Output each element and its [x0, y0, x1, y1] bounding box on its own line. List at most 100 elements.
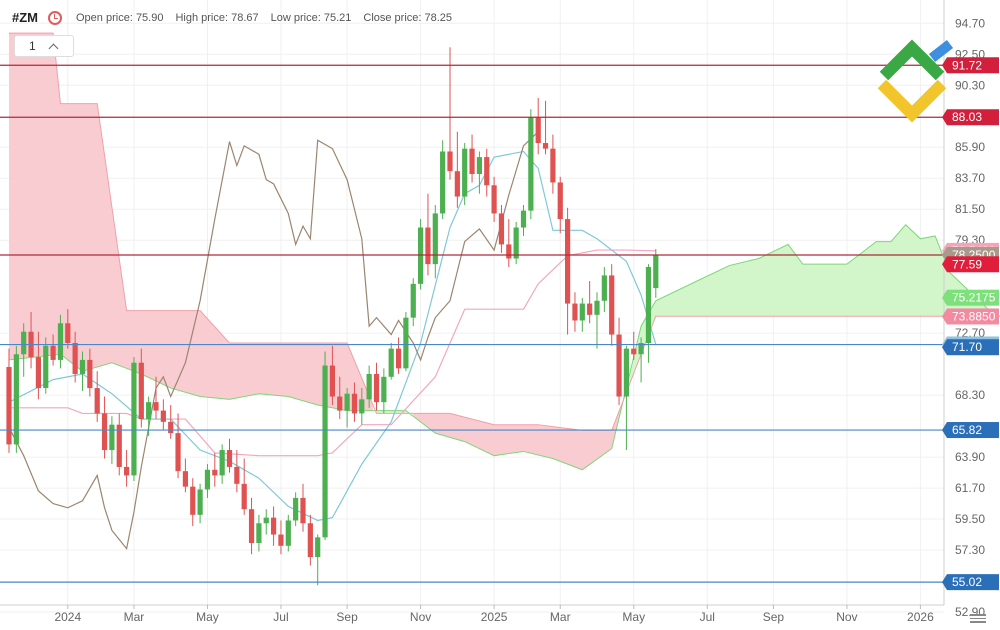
candle-body	[182, 471, 188, 487]
candle-body	[579, 303, 585, 321]
candle-body	[315, 537, 321, 558]
candle-body	[50, 345, 56, 360]
kijun-line	[9, 249, 656, 457]
price-tag-arrow	[942, 574, 947, 591]
cloud-bearish	[9, 33, 373, 411]
candle-body	[329, 365, 335, 397]
candle-body	[168, 421, 174, 434]
y-tick-label: 59.50	[955, 512, 985, 526]
x-tick-label: Nov	[836, 610, 857, 624]
price-tag-arrow	[942, 256, 947, 273]
candle-body	[432, 213, 438, 265]
candle-body	[190, 486, 196, 515]
candle-body	[285, 520, 291, 546]
candle-body	[87, 359, 93, 389]
candle-body	[101, 413, 108, 451]
candle-body	[601, 275, 607, 301]
low-price: Low price: 75.21	[271, 12, 352, 24]
price-tag-bg	[947, 574, 999, 591]
candle-body	[307, 523, 313, 558]
price-tag-bg	[947, 256, 999, 273]
price-tag-bg	[947, 339, 999, 356]
candle-body	[204, 469, 211, 490]
candle-body	[462, 148, 468, 197]
price-tag-label: 91.72	[952, 58, 982, 72]
candle-body	[381, 376, 387, 403]
chikou-line	[8, 131, 539, 551]
candle-body	[293, 497, 299, 521]
price-tag-label: 75.2175	[952, 291, 996, 305]
brand-logo	[877, 39, 954, 123]
x-tick-label: 2024	[54, 610, 81, 624]
candle-body	[506, 244, 512, 259]
candle-body	[366, 373, 372, 400]
candle-body	[160, 410, 166, 422]
price-tag-arrow	[942, 308, 947, 325]
x-axis: 2024 Mar May Jul Sep Nov 2025 Mar May Jul Sep Nov 20…	[0, 604, 944, 624]
candle-body	[72, 343, 78, 374]
x-tick-label: Jul	[700, 610, 715, 624]
close-value: 78.25	[424, 11, 453, 24]
open-price: Open price: 75.90	[76, 12, 163, 24]
y-tick-label: 81.50	[955, 202, 985, 216]
horizontal-levels	[0, 64, 944, 583]
candle-body	[476, 157, 482, 175]
y-tick-label: 83.70	[955, 171, 985, 185]
candle-body	[197, 489, 203, 515]
candle-body	[609, 275, 615, 335]
candle-body	[491, 185, 497, 214]
candle-body	[219, 450, 225, 476]
cloud-bullish	[376, 410, 410, 414]
price-tag-bg	[947, 422, 999, 439]
low-label: Low price:	[270, 11, 321, 24]
candle-body	[21, 331, 27, 355]
price-tag-label: 71.70	[952, 340, 982, 354]
candle-body	[520, 210, 527, 228]
y-tick-label: 52.90	[955, 605, 985, 619]
candle-body	[109, 424, 115, 451]
candle-body	[57, 323, 64, 360]
candle-body	[425, 227, 431, 265]
candle-body	[65, 323, 71, 344]
x-tick-label: Sep	[763, 610, 785, 624]
candle-body	[79, 359, 86, 374]
candle-body	[403, 317, 409, 369]
candle-body	[557, 182, 563, 220]
chart-header: #ZM Open price: 75.90 High price: 78.67 …	[12, 10, 464, 25]
close-price: Close price: 78.25	[363, 12, 452, 24]
price-tag-arrow	[942, 339, 947, 356]
price-tag-label: 77.59	[952, 257, 982, 271]
candle-body	[447, 151, 453, 172]
candle-body	[594, 300, 600, 315]
price-tag-label: 88.03	[952, 110, 982, 124]
candle-body	[278, 534, 284, 546]
x-tick-label: Mar	[124, 610, 145, 624]
open-value: 75.90	[135, 11, 164, 24]
candle-body	[263, 517, 269, 524]
cloud-bullish	[626, 224, 1000, 393]
y-tick-label: 63.90	[955, 450, 985, 464]
high-price: High price: 78.67	[175, 12, 258, 24]
clock-icon[interactable]	[48, 10, 62, 25]
candle-body	[234, 466, 240, 484]
price-tag-label: 65.82	[952, 423, 982, 437]
candle-body	[175, 433, 181, 472]
candle-body	[645, 266, 652, 344]
candle-body	[565, 219, 571, 304]
candle-body	[138, 362, 144, 420]
high-value: 78.67	[231, 11, 259, 24]
interval-selector[interactable]: 1	[14, 35, 74, 57]
candle-body	[623, 348, 629, 397]
candle-body	[638, 343, 644, 355]
candle-body	[226, 450, 233, 467]
candle-body	[256, 523, 262, 543]
interval-value: 1	[29, 39, 36, 53]
price-tag-label: 73.8850	[952, 309, 996, 323]
y-tick-label: 68.30	[955, 388, 985, 402]
symbol-label[interactable]: #ZM	[12, 10, 38, 25]
candle-body	[131, 362, 137, 476]
ichimoku-cloud	[9, 33, 1000, 470]
chevron-up-icon	[48, 43, 59, 53]
settings-icon[interactable]	[970, 612, 986, 624]
